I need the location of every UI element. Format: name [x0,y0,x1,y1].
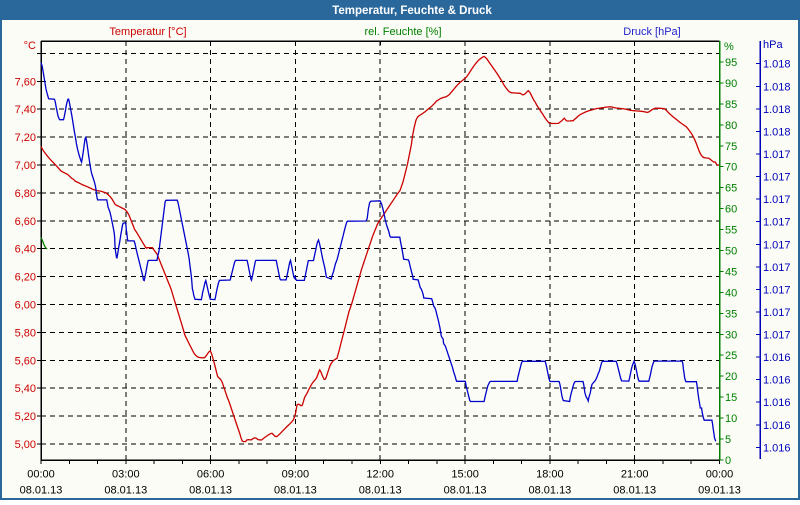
svg-text:00:00: 00:00 [27,469,55,481]
svg-text:1.016: 1.016 [763,397,791,409]
svg-text:6,80: 6,80 [15,188,36,200]
svg-text:65: 65 [725,183,737,195]
svg-text:55: 55 [725,225,737,237]
svg-text:1.017: 1.017 [763,194,791,206]
svg-text:7,40: 7,40 [15,104,36,116]
svg-text:1.016: 1.016 [763,442,791,454]
svg-text:1.017: 1.017 [763,284,791,296]
svg-text:hPa: hPa [763,39,783,51]
svg-text:rel. Feuchte [%]: rel. Feuchte [%] [364,26,441,38]
svg-text:20: 20 [725,371,737,383]
svg-text:15:00: 15:00 [451,469,479,481]
svg-text:1.018: 1.018 [763,126,791,138]
svg-text:95: 95 [725,57,737,69]
svg-text:7,60: 7,60 [15,76,36,88]
svg-text:18:00: 18:00 [536,469,564,481]
svg-text:5,80: 5,80 [15,327,36,339]
svg-text:06:00: 06:00 [197,469,225,481]
svg-text:08.01.13: 08.01.13 [189,485,232,497]
svg-text:6,20: 6,20 [15,272,36,284]
svg-text:1.017: 1.017 [763,149,791,161]
svg-text:90: 90 [725,78,737,90]
svg-text:Druck [hPa]: Druck [hPa] [623,26,680,38]
svg-text:08.01.13: 08.01.13 [274,485,317,497]
svg-text:15: 15 [725,392,737,404]
svg-text:1.018: 1.018 [763,81,791,93]
svg-text:40: 40 [725,287,737,299]
svg-text:7,00: 7,00 [15,160,36,172]
svg-text:08.01.13: 08.01.13 [613,485,656,497]
svg-text:35: 35 [725,308,737,320]
svg-text:7,20: 7,20 [15,132,36,144]
svg-text:1.018: 1.018 [763,104,791,116]
svg-text:12:00: 12:00 [366,469,394,481]
svg-text:75: 75 [725,141,737,153]
svg-text:25: 25 [725,350,737,362]
svg-text:70: 70 [725,162,737,174]
svg-text:1.017: 1.017 [763,262,791,274]
svg-text:85: 85 [725,99,737,111]
svg-text:00:00: 00:00 [706,469,734,481]
svg-text:1.016: 1.016 [763,420,791,432]
svg-text:°C: °C [24,40,36,52]
svg-text:1.016: 1.016 [763,352,791,364]
svg-text:1.017: 1.017 [763,307,791,319]
svg-text:45: 45 [725,266,737,278]
svg-text:6,40: 6,40 [15,244,36,256]
svg-text:21:00: 21:00 [621,469,649,481]
svg-text:1.018: 1.018 [763,59,791,71]
svg-text:1.017: 1.017 [763,172,791,184]
svg-text:30: 30 [725,329,737,341]
svg-text:5: 5 [725,434,731,446]
svg-text:6,00: 6,00 [15,300,36,312]
svg-text:5,20: 5,20 [15,411,36,423]
svg-text:5,40: 5,40 [15,383,36,395]
svg-text:08.01.13: 08.01.13 [528,485,571,497]
svg-text:08.01.13: 08.01.13 [20,485,63,497]
svg-text:60: 60 [725,204,737,216]
svg-text:5,00: 5,00 [15,439,36,451]
svg-text:08.01.13: 08.01.13 [359,485,402,497]
svg-text:1.016: 1.016 [763,375,791,387]
svg-text:1.017: 1.017 [763,330,791,342]
svg-text:Temperatur, Feuchte & Druck: Temperatur, Feuchte & Druck [332,5,492,17]
svg-text:%: % [724,41,734,53]
svg-text:09:00: 09:00 [282,469,310,481]
svg-text:0: 0 [725,455,731,467]
svg-text:80: 80 [725,120,737,132]
svg-text:1.017: 1.017 [763,239,791,251]
svg-text:5,60: 5,60 [15,355,36,367]
svg-text:03:00: 03:00 [112,469,140,481]
svg-text:08.01.13: 08.01.13 [104,485,147,497]
svg-text:08.01.13: 08.01.13 [444,485,487,497]
svg-text:6,60: 6,60 [15,216,36,228]
svg-text:10: 10 [725,413,737,425]
svg-text:50: 50 [725,246,737,258]
svg-text:09.01.13: 09.01.13 [698,485,741,497]
svg-text:Temperatur [°C]: Temperatur [°C] [109,26,186,38]
svg-text:1.017: 1.017 [763,217,791,229]
